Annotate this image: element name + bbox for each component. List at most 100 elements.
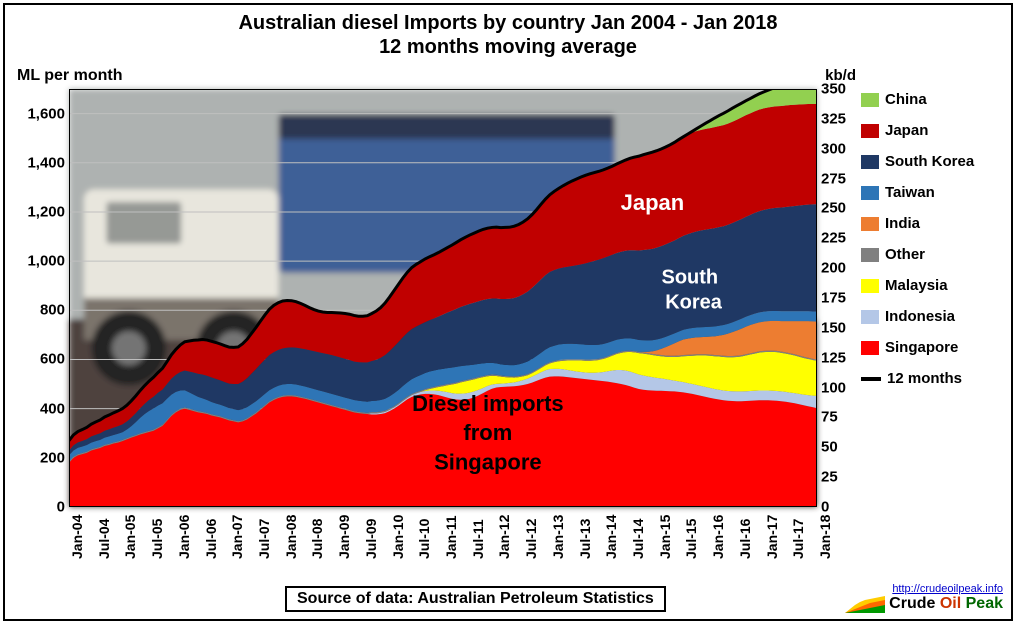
y-right-tick: 325 (821, 110, 861, 127)
x-tick: Jul-11 (470, 519, 486, 559)
legend-color-swatch (861, 186, 879, 200)
y-right-tick: 175 (821, 290, 861, 307)
legend-color-swatch (861, 124, 879, 138)
x-tick: Jul-10 (416, 519, 432, 559)
x-tick: Jan-05 (122, 515, 138, 559)
y-right-tick: 250 (821, 200, 861, 217)
y-right-tick: 25 (821, 469, 861, 486)
y-right-tick: 200 (821, 260, 861, 277)
x-tick: Jan-10 (390, 515, 406, 559)
legend-color-swatch (861, 93, 879, 107)
legend-color-swatch (861, 310, 879, 324)
x-tick: Jan-06 (176, 515, 192, 559)
x-tick: Jul-09 (363, 519, 379, 559)
legend-item-south-korea: South Korea (861, 153, 1001, 170)
in-chart-label-3: Diesel imports (412, 391, 564, 416)
legend-label: Indonesia (885, 308, 955, 325)
title-line-2: 12 months moving average (5, 35, 1011, 59)
legend-item-taiwan: Taiwan (861, 184, 1001, 201)
branding-url: http://crudeoilpeak.info (845, 581, 1003, 595)
branding-link[interactable]: http://crudeoilpeak.info (892, 583, 1003, 595)
x-tick: Jan-16 (710, 515, 726, 559)
branding-word-3: Peak (966, 595, 1003, 612)
legend-label: India (885, 215, 920, 232)
stacked-area-chart: JapanSouthKoreaDiesel importsfromSingapo… (69, 89, 817, 507)
x-tick: Jan-17 (764, 515, 780, 559)
x-tick: Jan-08 (283, 515, 299, 559)
y-left-tick: 0 (9, 499, 65, 516)
x-tick: Jan-14 (603, 515, 619, 559)
source-caption: Source of data: Australian Petroleum Sta… (285, 586, 666, 612)
legend-item-indonesia: Indonesia (861, 308, 1001, 325)
legend-line-swatch (861, 377, 881, 381)
y-right-tick: 275 (821, 170, 861, 187)
y-right-tick: 300 (821, 140, 861, 157)
branding-word-2: Oil (940, 595, 966, 612)
legend-label: 12 months (887, 370, 962, 387)
x-tick: Jul-04 (96, 519, 112, 559)
x-tick: Jan-18 (817, 515, 833, 559)
legend-color-swatch (861, 155, 879, 169)
x-tick: Jul-12 (523, 519, 539, 559)
branding: http://crudeoilpeak.info Crude Oil Peak (845, 581, 1003, 613)
x-tick: Jul-06 (203, 519, 219, 559)
y-right-tick: 150 (821, 319, 861, 336)
y-right-tick: 100 (821, 379, 861, 396)
legend-item-12-months: 12 months (861, 370, 1001, 387)
legend-label: Japan (885, 122, 928, 139)
chart-title: Australian diesel Imports by country Jan… (5, 11, 1011, 59)
x-tick: Jul-05 (149, 519, 165, 559)
branding-chart-icon (845, 595, 885, 613)
branding-word-1: Crude (889, 595, 940, 612)
legend-color-swatch (861, 279, 879, 293)
legend-label: South Korea (885, 153, 974, 170)
y-left-tick: 600 (9, 351, 65, 368)
y-left-tick: 1,600 (9, 105, 65, 122)
x-tick: Jul-13 (577, 519, 593, 559)
legend-item-china: China (861, 91, 1001, 108)
x-tick: Jul-15 (683, 519, 699, 559)
legend-item-malaysia: Malaysia (861, 277, 1001, 294)
in-chart-label-2: Korea (665, 291, 723, 313)
x-tick: Jan-07 (229, 515, 245, 559)
y-left-tick: 1,000 (9, 253, 65, 270)
y-right-tick: 225 (821, 230, 861, 247)
x-tick: Jul-07 (256, 519, 272, 559)
in-chart-label-0: Japan (621, 190, 685, 215)
legend-label: Malaysia (885, 277, 948, 294)
plot-area: JapanSouthKoreaDiesel importsfromSingapo… (69, 89, 817, 507)
legend-label: Taiwan (885, 184, 935, 201)
legend-item-other: Other (861, 246, 1001, 263)
legend-color-swatch (861, 341, 879, 355)
legend-label: Singapore (885, 339, 958, 356)
branding-logo-text: Crude Oil Peak (845, 595, 1003, 613)
legend-label: Other (885, 246, 925, 263)
in-chart-label-1: South (662, 266, 719, 288)
x-tick: Jul-14 (630, 519, 646, 559)
in-chart-label-5: Singapore (434, 449, 542, 474)
legend-item-singapore: Singapore (861, 339, 1001, 356)
y-left-tick: 1,200 (9, 203, 65, 220)
y-axis-left-label: ML per month (17, 67, 122, 85)
title-line-1: Australian diesel Imports by country Jan… (5, 11, 1011, 35)
y-left-tick: 800 (9, 302, 65, 319)
y-left-tick: 400 (9, 400, 65, 417)
x-tick: Jan-09 (336, 515, 352, 559)
legend-color-swatch (861, 217, 879, 231)
legend-color-swatch (861, 248, 879, 262)
y-right-tick: 50 (821, 439, 861, 456)
x-tick: Jul-16 (737, 519, 753, 559)
legend-item-india: India (861, 215, 1001, 232)
y-left-tick: 1,400 (9, 154, 65, 171)
x-tick: Jan-12 (496, 515, 512, 559)
legend: China Japan South Korea Taiwan India Other Mal… (861, 91, 1001, 401)
x-tick: Jul-17 (790, 519, 806, 559)
x-tick: Jan-13 (550, 515, 566, 559)
x-tick: Jan-15 (657, 515, 673, 559)
legend-item-japan: Japan (861, 122, 1001, 139)
x-tick: Jan-11 (443, 515, 459, 559)
x-tick: Jul-08 (309, 519, 325, 559)
x-tick: Jan-04 (69, 515, 85, 559)
legend-label: China (885, 91, 927, 108)
y-right-tick: 350 (821, 81, 861, 98)
